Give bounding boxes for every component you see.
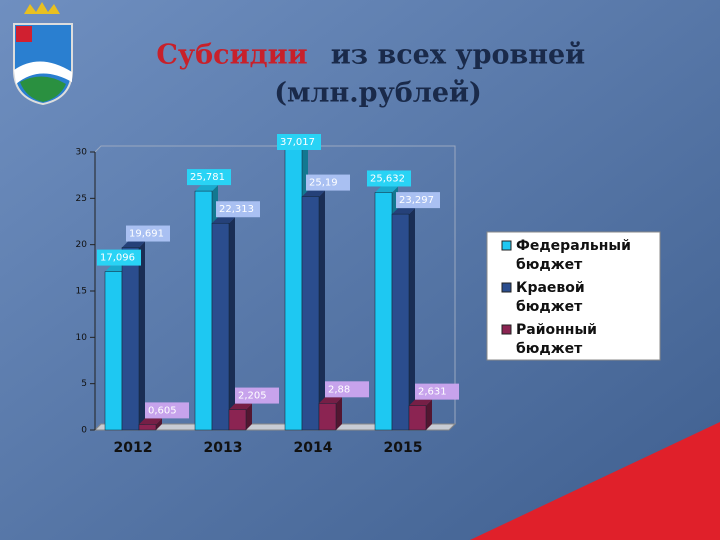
bar: [138, 424, 157, 431]
bar: [104, 271, 123, 431]
data-label-bg: [367, 170, 411, 187]
data-label-bg: [126, 225, 170, 242]
data-label-bg: [396, 192, 440, 209]
bar-side: [156, 418, 162, 430]
bar-top: [302, 190, 325, 197]
data-label: 19,691: [129, 229, 164, 240]
bar-top: [409, 399, 432, 406]
data-label-bg: [325, 381, 369, 398]
bar-top: [319, 397, 342, 404]
bar: [391, 213, 410, 431]
legend-label: бюджет: [516, 299, 583, 315]
bar-side: [426, 399, 432, 430]
bar-side: [139, 241, 145, 430]
title: Субсидии: [156, 40, 307, 71]
x-tick-label: 2014: [294, 440, 333, 456]
bar-side: [319, 190, 325, 430]
data-label-bg: [306, 174, 350, 191]
bar-side: [229, 217, 235, 430]
legend-label: Краевой: [516, 280, 585, 296]
bar-side: [336, 397, 342, 430]
y-tick-label: 5: [81, 379, 87, 389]
title: (млн.рублей): [274, 78, 482, 109]
bar-top: [122, 241, 145, 248]
data-label: 0,605: [148, 405, 177, 416]
title: из всех уровней: [331, 40, 585, 71]
bar-top: [229, 403, 252, 410]
x-tick-label: 2015: [384, 440, 423, 456]
red-corner: [470, 422, 720, 540]
data-label-bg: [235, 387, 279, 404]
data-label: 2,88: [328, 384, 350, 395]
data-label: 25,781: [190, 172, 225, 183]
data-label-bg: [145, 402, 189, 419]
legend-label: бюджет: [516, 341, 583, 357]
data-label: 17,096: [100, 253, 135, 264]
data-label-bg: [187, 169, 231, 186]
data-label-bg: [277, 134, 321, 150]
bar-side: [246, 403, 252, 430]
x-tick-label: 2013: [204, 440, 243, 456]
x-tick-label: 2012: [114, 440, 153, 456]
bar: [374, 192, 393, 431]
y-tick-label: 15: [76, 287, 87, 297]
bar-top: [195, 185, 218, 192]
data-label: 23,297: [399, 195, 434, 206]
legend-swatch: [501, 324, 512, 335]
bar: [194, 190, 213, 431]
legend-label: Федеральный: [516, 238, 631, 254]
data-label: 2,631: [418, 387, 447, 398]
legend-swatch: [501, 282, 512, 293]
legend-label: Районный: [516, 322, 597, 338]
bar: [228, 409, 247, 431]
data-label-bg: [97, 249, 141, 266]
data-label-bg: [216, 201, 260, 218]
bar: [408, 405, 427, 431]
data-labels: 17,096 19,691 0,605 25,781 22,313 2,205 37,017…: [97, 134, 459, 419]
legend-label: бюджет: [516, 257, 583, 273]
y-tick-label: 10: [76, 333, 88, 343]
data-label: 25,632: [370, 173, 405, 184]
bar: [121, 247, 140, 431]
y-tick-label: 20: [76, 240, 88, 250]
y-tick-label: 0: [81, 426, 87, 436]
data-label: 25,19: [309, 178, 338, 189]
data-label: 2,205: [238, 391, 267, 402]
y-tick-label: 25: [76, 194, 87, 204]
bar: [211, 222, 230, 431]
bars: [104, 148, 432, 431]
bar-top: [392, 208, 415, 215]
bar-top: [375, 186, 398, 193]
bar-side: [409, 208, 415, 430]
legend: [486, 231, 661, 361]
legend-swatch: [501, 240, 512, 251]
data-label: 22,313: [219, 204, 254, 215]
bar: [318, 403, 337, 431]
y-tick-label: 30: [76, 148, 88, 158]
bar: [301, 196, 320, 431]
data-label: 37,017: [280, 137, 315, 148]
bar-top: [139, 418, 162, 425]
logo: [13, 2, 73, 106]
bar-top: [212, 217, 235, 224]
data-label-bg: [415, 383, 459, 400]
